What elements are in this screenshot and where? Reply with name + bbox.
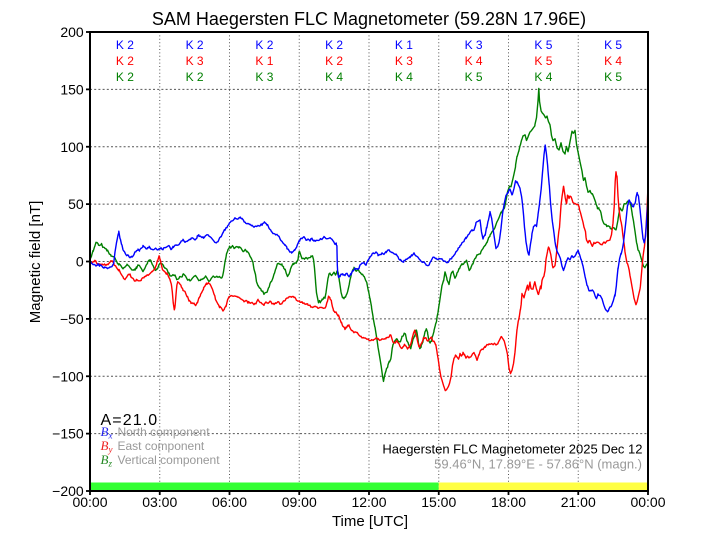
svg-text:09:00: 09:00 — [282, 494, 317, 510]
svg-text:00:00: 00:00 — [630, 494, 665, 510]
svg-text:12:00: 12:00 — [351, 494, 386, 510]
svg-text:K 2: K 2 — [186, 70, 204, 84]
svg-text:K 5: K 5 — [604, 38, 622, 52]
svg-text:K 3: K 3 — [395, 54, 413, 68]
svg-text:K 2: K 2 — [116, 38, 134, 52]
svg-text:21:00: 21:00 — [561, 494, 596, 510]
svg-text:0: 0 — [76, 254, 84, 270]
svg-text:K 1: K 1 — [395, 38, 413, 52]
svg-text:K 5: K 5 — [465, 70, 483, 84]
svg-text:−50: −50 — [60, 311, 84, 327]
svg-text:K 5: K 5 — [534, 54, 552, 68]
svg-text:K 4: K 4 — [395, 70, 413, 84]
svg-text:K 5: K 5 — [604, 70, 622, 84]
svg-text:50: 50 — [68, 196, 84, 212]
svg-text:06:00: 06:00 — [212, 494, 247, 510]
svg-text:K 4: K 4 — [534, 70, 552, 84]
svg-text:Time [UTC]: Time [UTC] — [332, 513, 408, 530]
svg-text:−150: −150 — [52, 426, 84, 442]
svg-text:A=21.0: A=21.0 — [101, 412, 159, 429]
svg-text:K 2: K 2 — [325, 38, 343, 52]
svg-text:00:00: 00:00 — [72, 494, 107, 510]
svg-text:18:00: 18:00 — [491, 494, 526, 510]
svg-text:100: 100 — [60, 139, 84, 155]
svg-text:150: 150 — [60, 81, 84, 97]
svg-text:−200: −200 — [52, 483, 84, 499]
svg-text:K 5: K 5 — [534, 38, 552, 52]
svg-text:Magnetic field [nT]: Magnetic field [nT] — [27, 201, 44, 324]
svg-text:K 3: K 3 — [255, 70, 273, 84]
svg-text:03:00: 03:00 — [142, 494, 177, 510]
svg-text:K 3: K 3 — [465, 38, 483, 52]
svg-text:SAM Haegersten FLC Magnetomete: SAM Haegersten FLC Magnetometer (59.28N … — [152, 9, 586, 29]
svg-text:K 1: K 1 — [255, 54, 273, 68]
svg-text:K 4: K 4 — [325, 70, 343, 84]
svg-text:K 2: K 2 — [186, 38, 204, 52]
svg-text:Haegersten FLC Magnetometer 20: Haegersten FLC Magnetometer 2025 Dec 12 — [382, 442, 642, 457]
svg-text:K 2: K 2 — [116, 54, 134, 68]
svg-text:K 3: K 3 — [186, 54, 204, 68]
svg-text:59.46°N, 17.89°E - 57.86°N (ma: 59.46°N, 17.89°E - 57.86°N (magn.) — [434, 457, 642, 472]
svg-text:K 4: K 4 — [465, 54, 483, 68]
svg-text:K 2: K 2 — [116, 70, 134, 84]
svg-text:K 2: K 2 — [255, 38, 273, 52]
svg-text:K 4: K 4 — [604, 54, 622, 68]
svg-text:K 2: K 2 — [325, 54, 343, 68]
svg-text:200: 200 — [60, 24, 84, 40]
svg-text:−100: −100 — [52, 368, 84, 384]
svg-text:15:00: 15:00 — [421, 494, 456, 510]
